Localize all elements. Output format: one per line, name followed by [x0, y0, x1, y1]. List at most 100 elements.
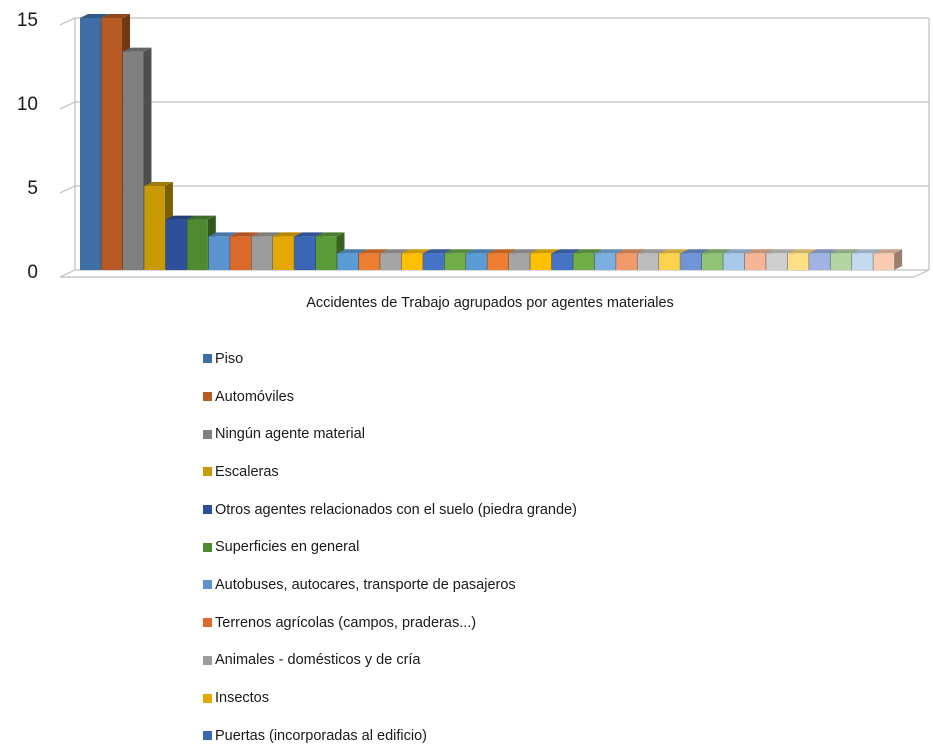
- y-tick-label: 5: [27, 178, 38, 199]
- bar-top: [637, 249, 667, 254]
- bar-top: [809, 249, 838, 254]
- legend-label: Automóviles: [215, 388, 294, 405]
- legend-item: Autobuses, autocares, transporte de pasa…: [203, 566, 577, 604]
- legend-item: Escaleras: [203, 453, 577, 491]
- bar-top: [80, 14, 109, 18]
- bar-front: [294, 236, 316, 270]
- bar-front: [444, 253, 466, 270]
- bar-top: [466, 249, 495, 254]
- y-axis-ticks: 0 5 10 15: [17, 10, 38, 283]
- bar-top: [852, 249, 881, 254]
- bar-top: [487, 249, 517, 254]
- legend-label: Autobuses, autocares, transporte de pasa…: [215, 576, 516, 593]
- legend-item: Automóviles: [203, 378, 577, 416]
- bar-front: [809, 253, 830, 270]
- legend-item: Insectos: [203, 679, 577, 717]
- legend-item: Animales - domésticos y de cría: [203, 642, 577, 680]
- bar-top: [744, 249, 774, 254]
- bar-top: [659, 249, 688, 254]
- bar-front: [680, 253, 702, 270]
- legend-label: Puertas (incorporadas al edificio): [215, 727, 427, 744]
- legend-label: Insectos: [215, 690, 269, 707]
- bar-front: [80, 18, 101, 270]
- bar-side: [894, 249, 903, 270]
- legend-swatch: [203, 693, 212, 703]
- bar-front: [723, 253, 745, 270]
- bar-top: [230, 232, 259, 237]
- bar-top: [187, 215, 216, 220]
- bar-front: [659, 253, 680, 270]
- bar-top: [165, 215, 195, 220]
- bar-front: [551, 253, 573, 270]
- bar-top: [208, 232, 238, 237]
- bar-top: [144, 182, 173, 186]
- bar-front: [487, 253, 509, 270]
- bars: [80, 14, 903, 270]
- legend-item: Otros agentes relacionados con el suelo …: [203, 491, 577, 529]
- y-tick-label: 0: [27, 262, 38, 283]
- legend-swatch: [203, 580, 212, 590]
- bar-top: [551, 249, 581, 254]
- legend-swatch: [203, 731, 212, 741]
- legend-swatch: [203, 542, 212, 552]
- bar-top: [530, 249, 559, 254]
- bar-top: [616, 249, 645, 254]
- bar-front: [337, 253, 358, 270]
- bar-top: [766, 249, 795, 254]
- bar-front: [594, 253, 616, 270]
- legend-swatch: [203, 429, 212, 439]
- bar-front: [830, 253, 852, 270]
- y-tick-label: 10: [17, 94, 38, 115]
- legend-item: Terrenos agrícolas (campos, praderas...): [203, 604, 577, 642]
- bar-top: [787, 249, 817, 254]
- legend-label: Terrenos agrícolas (campos, praderas...): [215, 614, 477, 631]
- bar-top: [101, 14, 131, 18]
- bar-front: [273, 236, 294, 270]
- floor-side-edge: [913, 269, 930, 278]
- bar-top: [830, 249, 860, 254]
- bar-top: [122, 47, 152, 52]
- legend-label: Superficies en general: [215, 539, 360, 556]
- bar-top: [680, 249, 710, 254]
- legend-item: Ningún agente material: [203, 415, 577, 453]
- bar-top: [401, 249, 431, 254]
- bar-front: [701, 253, 723, 270]
- legend-swatch: [203, 354, 212, 364]
- bar-top: [423, 249, 452, 254]
- legend-swatch: [203, 392, 212, 402]
- gridline: [59, 17, 929, 26]
- bar-top: [873, 249, 903, 254]
- bar-front: [637, 253, 659, 270]
- bar-front: [165, 219, 187, 270]
- chart: 0 5 10 15 Accidentes de Trabajo agrupados p…: [17, 10, 930, 311]
- bar-front: [466, 253, 487, 270]
- bar-top: [701, 249, 731, 254]
- bar-front: [787, 253, 809, 270]
- bar-top: [315, 232, 345, 237]
- legend: Piso Automóviles Ningún agente material Esc…: [203, 340, 577, 755]
- bar-top: [251, 232, 281, 237]
- bar: [873, 249, 903, 270]
- bar-front: [144, 186, 165, 270]
- bar-front: [187, 219, 208, 270]
- bar-front: [380, 253, 401, 270]
- legend-label: Animales - domésticos y de cría: [215, 652, 421, 669]
- bar-front: [251, 236, 273, 270]
- bar-front: [423, 253, 444, 270]
- bar-top: [337, 249, 366, 254]
- legend-swatch: [203, 467, 212, 477]
- bar-front: [401, 253, 423, 270]
- legend-label: Ningún agente material: [215, 426, 365, 443]
- gridline: [59, 101, 929, 110]
- legend-item: Puertas (incorporadas al edificio): [203, 717, 577, 755]
- legend-label: Otros agentes relacionados con el suelo …: [215, 501, 577, 518]
- bar-front: [852, 253, 873, 270]
- bar-top: [380, 249, 409, 254]
- bar-front: [101, 18, 123, 270]
- x-axis-title: Accidentes de Trabajo agrupados por agen…: [306, 295, 674, 311]
- legend-item: Superficies en general: [203, 528, 577, 566]
- gridline: [59, 185, 929, 194]
- bar-front: [508, 253, 530, 270]
- y-tick-label: 15: [17, 10, 38, 31]
- bar-top: [573, 249, 602, 254]
